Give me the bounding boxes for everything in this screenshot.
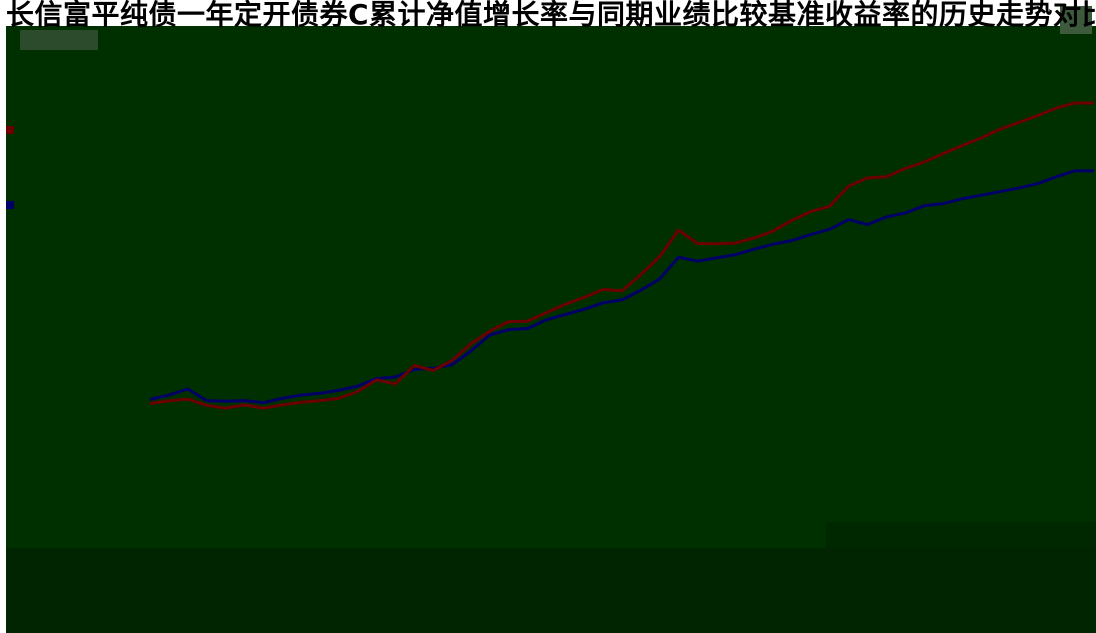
legend-panel xyxy=(826,522,1096,548)
series-1-axis-marker xyxy=(6,126,14,134)
series-2-axis-marker xyxy=(6,201,14,209)
chart-title: 长信富平纯债一年定开债券C累计净值增长率与同期业绩比较基准收益率的历史走势对比图 xyxy=(6,0,1096,30)
noise-block-top-left xyxy=(20,30,98,50)
noise-block-top-right xyxy=(1060,6,1092,34)
series-1-line xyxy=(149,101,1094,410)
legend-area xyxy=(6,548,1096,633)
series-2-line xyxy=(149,169,1094,405)
